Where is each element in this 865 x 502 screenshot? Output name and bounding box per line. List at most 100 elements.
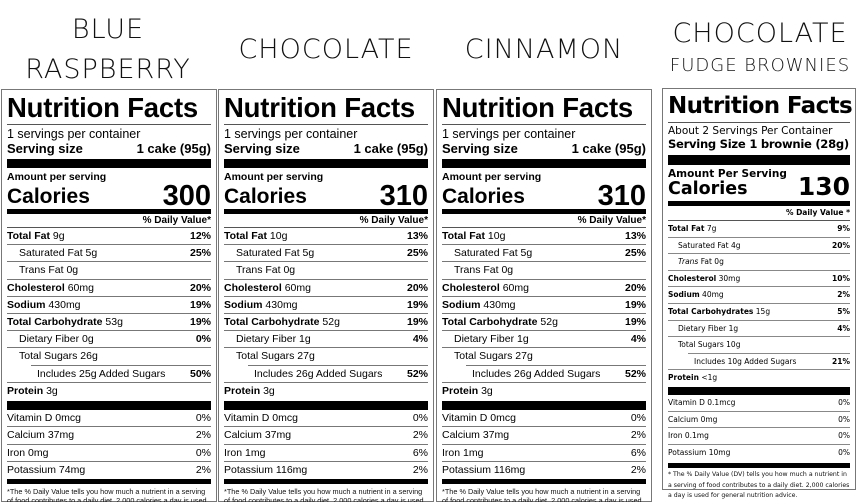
nutrient-name-suffix: Fat xyxy=(700,257,712,267)
vitamin-dv: 6% xyxy=(630,446,646,459)
vitamin-dv: 0% xyxy=(412,412,428,425)
vitamin-dv: 0% xyxy=(838,414,850,424)
nutrition-facts-heading: Nutrition Facts xyxy=(7,93,211,125)
vitamin-row: Calcium 37mg 2% xyxy=(7,427,211,445)
nutrient-dv: 50% xyxy=(189,367,211,380)
nutrient-row: Saturated Fat 4g 20% xyxy=(668,238,850,255)
nutrient-row: Saturated Fat 5g 25% xyxy=(442,245,646,263)
servings-per-container: 1 servings per container xyxy=(7,127,141,141)
vitamin-row: Potassium 74mg 2% xyxy=(7,462,211,478)
nutrition-label-blue-raspberry: Nutrition Facts 1 servings per container… xyxy=(1,89,217,502)
daily-value-header: % Daily Value* xyxy=(7,214,211,228)
vitamin-dv: 0% xyxy=(630,412,646,425)
nutrient-name: Saturated Fat xyxy=(19,247,83,260)
nutrient-amount: 30mg xyxy=(718,273,741,283)
nutrition-facts-heading: Nutrition Facts xyxy=(668,92,853,123)
vitamin-dv: 0% xyxy=(838,447,850,457)
nutrient-amount: 5g xyxy=(520,247,533,260)
nutrient-dv: 13% xyxy=(624,230,646,242)
vitamin-row: Vitamin D 0mcg 0% xyxy=(7,410,211,428)
title-line: CHOCOLATE xyxy=(672,18,848,49)
vitamin-name: Potassium 116mg xyxy=(442,464,526,477)
serving-size-label: Serving size xyxy=(224,141,300,156)
divider-medium xyxy=(668,201,850,206)
nutrient-dv: 19% xyxy=(624,316,646,329)
nutrient-dv: 19% xyxy=(189,298,211,311)
nutrient-row: Total Sugars 10g xyxy=(668,337,850,353)
nutrient-row: Sodium 430mg 19% xyxy=(442,297,646,315)
vitamin-name: Vitamin D 0mcg xyxy=(224,412,298,425)
nutrient-row: Total Carbohydrate 53g 19% xyxy=(7,314,211,332)
serving-size-value: 1 cake (95g) xyxy=(571,141,646,156)
nutrient-name: Trans Fat xyxy=(454,264,499,277)
divider-medium xyxy=(7,478,211,484)
vitamin-row: Iron 1mg 6% xyxy=(224,445,428,463)
title-line: RASPBERRY xyxy=(25,54,191,85)
nutrition-facts-heading: Nutrition Facts xyxy=(442,93,646,125)
nutrient-name: Dietary Fiber xyxy=(236,333,297,346)
nutrient-name: Protein xyxy=(442,384,479,397)
vitamin-name: Calcium 37mg xyxy=(224,429,292,442)
nutrient-row: Cholesterol 60mg 20% xyxy=(224,280,428,297)
nutrient-amount: 53g xyxy=(105,316,123,329)
footnote: *The % Daily Value tells you how much a … xyxy=(442,486,642,502)
nutrient-row: Trans Fat 0g xyxy=(668,254,850,271)
serving-size-value: 1 cake (95g) xyxy=(353,141,428,156)
nutrient-name: Cholesterol xyxy=(224,281,282,294)
nutrient-name: Total Fat xyxy=(7,230,50,242)
nutrient-amount: 430mg xyxy=(483,298,516,311)
nutrient-dv: 4% xyxy=(630,333,646,346)
divider-medium xyxy=(442,209,646,214)
nutrient-amount: 60mg xyxy=(502,281,529,294)
calories-row: Calories 310 xyxy=(224,180,428,212)
serving-size-label: Serving size xyxy=(7,141,83,156)
nutrient-row: Dietary Fiber 1g 4% xyxy=(224,331,428,349)
nutrient-name: Includes 10g Added Sugars xyxy=(694,356,797,366)
nutrient-row: Trans Fat 0g xyxy=(7,262,211,280)
nutrient-amount: 5g xyxy=(302,247,315,260)
vitamin-name: Iron 0.1mg xyxy=(668,431,709,441)
nutrient-amount: 27g xyxy=(297,350,315,363)
vitamin-dv: 0% xyxy=(838,431,850,441)
nutrient-row: Total Fat 7g 9% xyxy=(668,221,850,238)
nutrient-dv: 52% xyxy=(624,367,646,380)
nutrient-row: Protein 3g xyxy=(7,381,211,399)
nutrient-dv: 19% xyxy=(624,298,646,311)
nutrient-row: Trans Fat 0g xyxy=(442,262,646,280)
vitamin-row: Vitamin D 0mcg 0% xyxy=(442,410,646,428)
nutrition-label-chocolate-fudge-brownies: Nutrition Facts About 2 Servings Per Con… xyxy=(662,88,856,499)
nutrient-row: Protein 3g xyxy=(442,381,646,399)
daily-value-header: % Daily Value * xyxy=(668,206,850,221)
nutrient-row: Trans Fat 0g xyxy=(224,262,428,280)
divider-thick xyxy=(7,401,211,411)
nutrient-dv: 25% xyxy=(189,247,211,260)
nutrient-amount: 10g xyxy=(487,230,506,242)
nutrient-name: Total Carbohydrates xyxy=(668,306,754,316)
serving-size-label: Serving size xyxy=(442,141,518,156)
nutrient-amount: 60mg xyxy=(284,281,311,294)
nutrient-row: Cholesterol 60mg 20% xyxy=(7,280,211,297)
nutrient-dv: 19% xyxy=(189,316,211,329)
nutrient-amount: 15g xyxy=(755,306,771,316)
nutrient-name: Total Sugars xyxy=(454,350,513,363)
nutrient-amount: 9g xyxy=(52,230,65,242)
nutrient-amount: 1g xyxy=(517,333,529,346)
nutrient-name: Total Carbohydrate xyxy=(7,316,103,329)
nutrient-amount: 4g xyxy=(730,240,741,250)
vitamin-row: Potassium 116mg 2% xyxy=(224,462,428,478)
nutrient-amount: 10g xyxy=(726,340,741,350)
nutrient-amount: 26g xyxy=(80,350,98,363)
nutrient-amount: 1g xyxy=(299,333,311,346)
nutrient-row: Cholesterol 30mg 10% xyxy=(668,271,850,288)
divider-thick xyxy=(442,159,646,168)
vitamin-dv: 0% xyxy=(195,412,211,425)
nutrient-dv: 19% xyxy=(406,316,428,329)
nutrient-amount: 3g xyxy=(481,384,493,397)
nutrition-label-chocolate: Nutrition Facts 1 servings per container… xyxy=(218,89,434,502)
nutrient-dv: 13% xyxy=(406,230,428,242)
footnote: *The % Daily Value tells you how much a … xyxy=(224,486,424,502)
calories-value: 310 xyxy=(379,180,428,212)
nutrient-name: Protein xyxy=(7,384,44,397)
nutrient-row: Total Sugars 27g xyxy=(442,348,646,364)
nutrient-name: Sodium xyxy=(442,298,481,311)
